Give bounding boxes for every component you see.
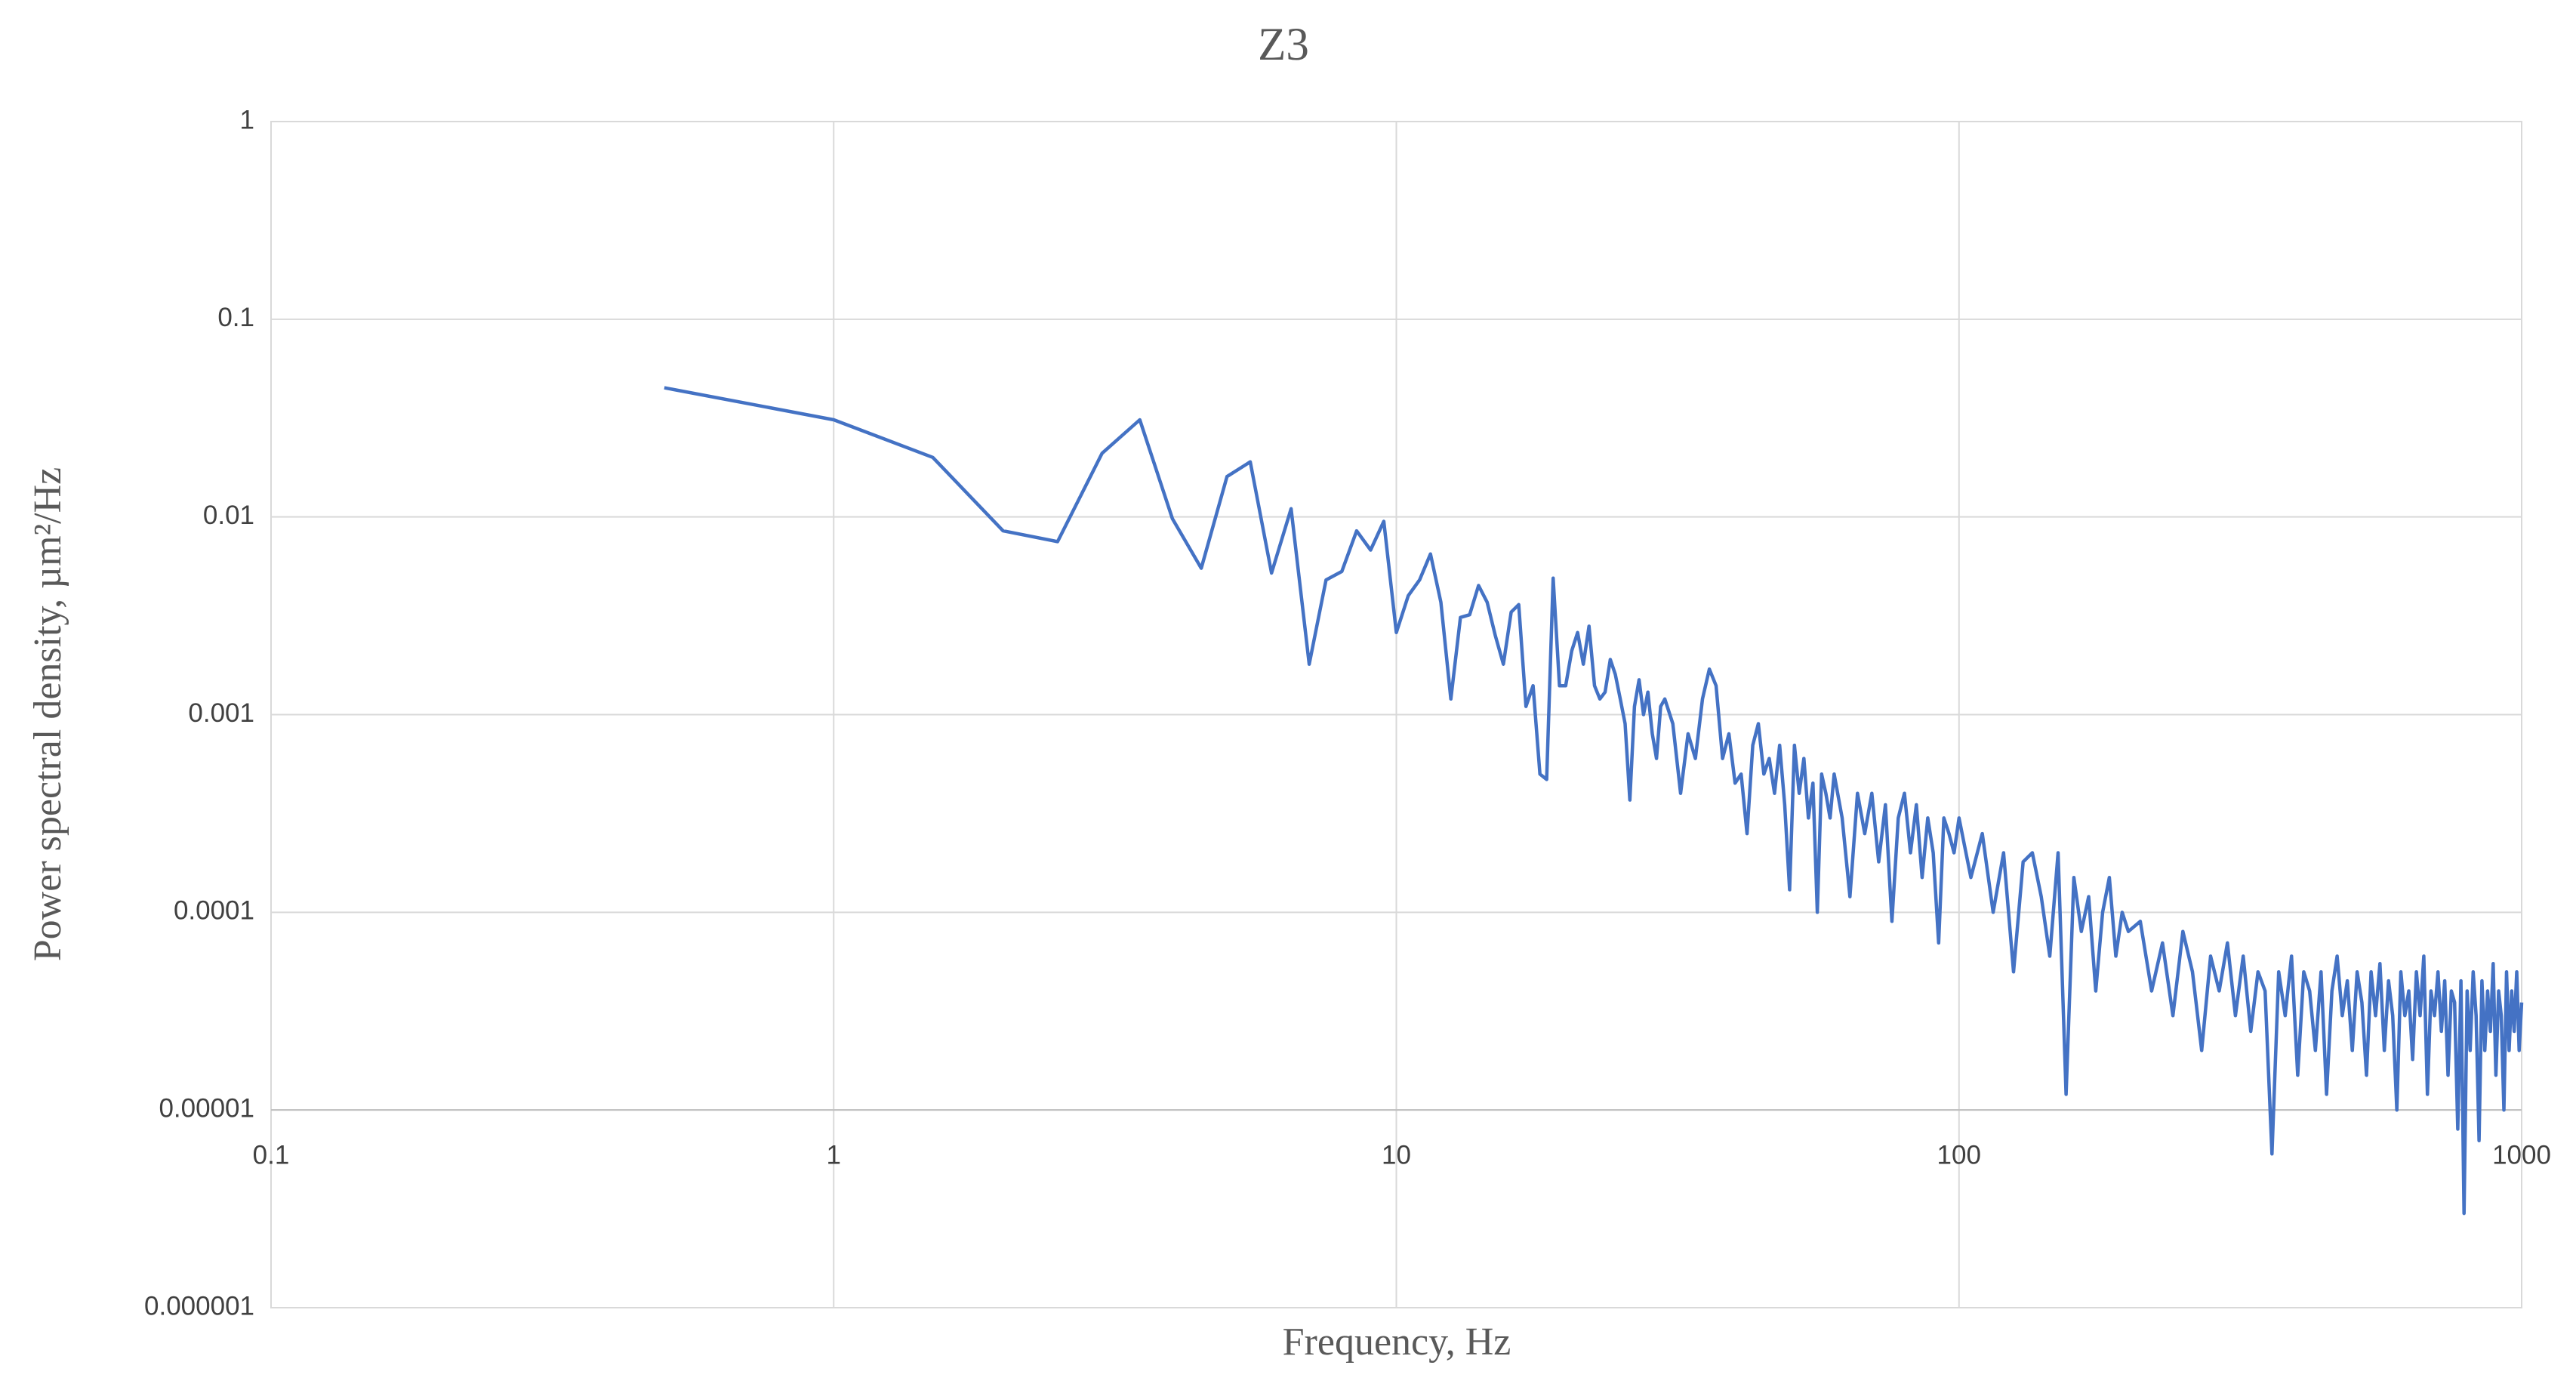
x-axis-label: Frequency, Hz <box>1283 1321 1511 1364</box>
y-tick-label: 0.000001 <box>144 1291 254 1321</box>
y-tick-label: 0.01 <box>203 501 254 530</box>
data-line <box>664 386 2524 1216</box>
y-tick-label: 0.0001 <box>174 896 254 926</box>
y-tick-label: 0.00001 <box>159 1093 254 1123</box>
y-tick-label: 0.1 <box>217 303 254 332</box>
x-tick-label: 1 <box>827 1140 841 1170</box>
x-tick-label: 10 <box>1382 1140 1411 1170</box>
y-tick-label: 1 <box>240 105 254 134</box>
chart-title: Z3 <box>1258 20 1309 70</box>
y-axis-label: Power spectral density, µm²/Hz <box>26 467 69 961</box>
y-tick-label: 0.001 <box>188 698 254 728</box>
x-tick-label: 1000 <box>2492 1140 2551 1170</box>
x-tick-label: 100 <box>1937 1140 1981 1170</box>
x-tick-label: 0.1 <box>253 1140 290 1170</box>
